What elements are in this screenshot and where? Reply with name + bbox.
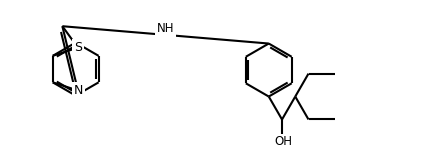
Text: N: N [74,84,84,97]
Text: S: S [74,41,82,54]
Text: OH: OH [274,135,292,148]
Text: NH: NH [157,22,174,35]
